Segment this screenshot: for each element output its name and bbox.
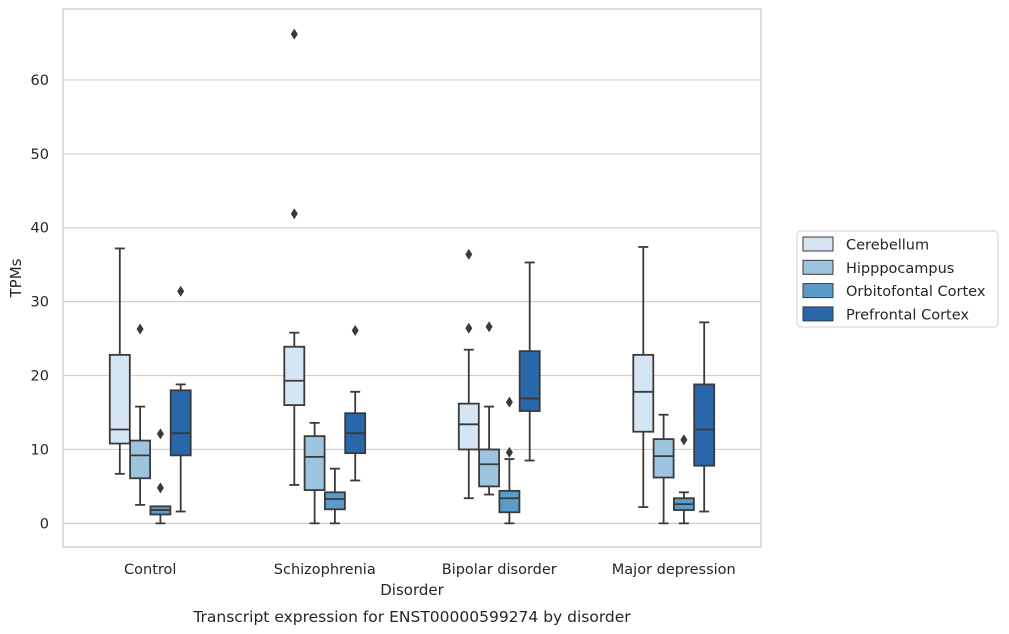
y-tick-label: 60 xyxy=(31,73,49,89)
outlier-marker xyxy=(290,28,298,40)
box-body xyxy=(303,435,326,491)
outlier-marker xyxy=(290,208,298,220)
box-body xyxy=(518,350,541,412)
box-cerebellum-control xyxy=(108,247,131,475)
outlier-marker xyxy=(465,322,473,334)
outlier-marker xyxy=(351,324,359,336)
x-tick-label: Control xyxy=(124,562,176,578)
box-hipppocampus-schizophrenia xyxy=(303,421,326,525)
box-body xyxy=(478,448,501,488)
figure-caption: Transcript expression for ENST0000059927… xyxy=(192,608,631,626)
box-orbitofontal-cortex-bipolar-disorder xyxy=(498,396,521,525)
x-tick-label: Schizophrenia xyxy=(274,562,376,578)
box-cerebellum-bipolar-disorder xyxy=(457,248,480,500)
legend: Cerebellum Hipppocampus Orbitofontal Corte… xyxy=(796,230,999,328)
box-body xyxy=(283,345,306,407)
x-tick-label: Major depression xyxy=(612,562,736,578)
legend-swatch-orbitofontal-cortex xyxy=(802,283,834,299)
y-tick-label: 50 xyxy=(31,147,49,163)
legend-label-orbitofontal-cortex: Orbitofontal Cortex xyxy=(846,284,986,300)
y-tick-label: 0 xyxy=(40,516,49,532)
box-hipppocampus-major-depression xyxy=(652,413,675,525)
x-axis-label: Disorder xyxy=(380,581,444,599)
box-body xyxy=(652,438,675,479)
box-prefrontal-cortex-schizophrenia xyxy=(344,324,367,482)
box-body xyxy=(498,489,521,514)
box-body xyxy=(129,439,152,480)
outlier-marker xyxy=(505,446,513,458)
outlier-marker xyxy=(465,248,473,260)
y-axis-label: TPMs xyxy=(7,258,25,298)
legend-swatch-prefrontal-cortex xyxy=(802,306,834,322)
outlier-marker xyxy=(505,396,513,408)
box-prefrontal-cortex-major-depression xyxy=(693,321,716,513)
box-body xyxy=(457,402,480,451)
box-body xyxy=(693,383,716,467)
plot-frame xyxy=(62,8,762,548)
y-tick-label: 30 xyxy=(31,295,49,311)
outlier-marker xyxy=(680,434,688,446)
legend-frame xyxy=(796,230,999,328)
legend-swatch-hipppocampus xyxy=(802,259,834,275)
y-tick-label: 10 xyxy=(31,442,49,458)
box-prefrontal-cortex-control xyxy=(169,285,192,513)
legend-swatch-cerebellum xyxy=(802,236,834,252)
box-cerebellum-schizophrenia xyxy=(283,28,306,486)
outlier-marker xyxy=(156,482,164,494)
outlier-marker xyxy=(485,321,493,333)
x-tick-label: Bipolar disorder xyxy=(442,562,557,578)
plot-area xyxy=(108,28,716,525)
box-body xyxy=(632,353,655,433)
box-orbitofontal-cortex-major-depression xyxy=(673,434,695,525)
y-axis-ticks: 0 10 20 30 40 50 60 xyxy=(31,73,49,532)
outlier-marker xyxy=(156,428,164,440)
y-tick-label: 40 xyxy=(31,221,49,237)
box-body xyxy=(108,353,131,445)
box-prefrontal-cortex-bipolar-disorder xyxy=(518,261,541,462)
box-orbitofontal-cortex-control xyxy=(149,428,172,525)
box-body xyxy=(169,389,192,457)
y-tick-label: 20 xyxy=(31,369,49,385)
box-hipppocampus-control xyxy=(129,323,152,506)
box-hipppocampus-bipolar-disorder xyxy=(478,321,501,496)
legend-label-cerebellum: Cerebellum xyxy=(846,238,929,254)
outlier-marker xyxy=(136,323,144,335)
legend-label-hipppocampus: Hipppocampus xyxy=(846,261,954,277)
box-cerebellum-major-depression xyxy=(632,246,655,508)
legend-label-prefrontal-cortex: Prefrontal Cortex xyxy=(846,307,969,323)
x-axis-ticks: Control Schizophrenia Bipolar disorder Majo… xyxy=(124,562,736,578)
box-orbitofontal-cortex-schizophrenia xyxy=(323,467,346,525)
outlier-marker xyxy=(177,285,185,297)
box-body xyxy=(323,491,346,511)
